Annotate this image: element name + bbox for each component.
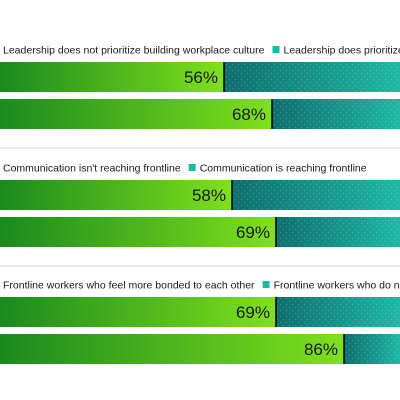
- legend-label-3-b: Frontline workers who do not feel more: [274, 280, 400, 292]
- bar-green-1-1: [0, 62, 224, 92]
- bar-green-3-2: [0, 334, 344, 364]
- value-label-2-1: 58%: [192, 186, 226, 205]
- value-label-1-1: 56%: [184, 68, 218, 87]
- legend-marker-3: [262, 281, 270, 288]
- bar-teal-texture-1-1: [224, 62, 400, 92]
- bar-green-2-1: [0, 180, 232, 210]
- bar-teal-texture-3-1: [276, 297, 400, 327]
- legend-marker-2: [188, 164, 196, 171]
- value-label-3-2: 86%: [304, 340, 338, 359]
- bar-teal-texture-1-2: [272, 99, 400, 129]
- bar-green-3-1: [0, 297, 276, 327]
- legend-label-1-b: Leadership does prioritize workplace: [284, 45, 400, 57]
- bar-teal-texture-2-1: [232, 180, 400, 210]
- value-label-2-2: 69%: [236, 223, 270, 242]
- bar-teal-texture-2-2: [276, 217, 400, 247]
- bar-teal-texture-3-2: [344, 334, 400, 364]
- legend-label-1-a: Leadership does not prioritize building …: [3, 45, 265, 57]
- legend-label-2-b: Communication is reaching frontline: [200, 163, 367, 175]
- value-label-1-2: 68%: [232, 105, 266, 124]
- legend-label-3-a: Frontline workers who feel more bonded t…: [3, 280, 255, 292]
- bar-green-2-2: [0, 217, 276, 247]
- legend-marker-1: [272, 46, 280, 53]
- legend-label-2-a: Communication isn't reaching frontline: [3, 163, 181, 175]
- bar-green-1-2: [0, 99, 272, 129]
- value-label-3-1: 69%: [236, 303, 270, 322]
